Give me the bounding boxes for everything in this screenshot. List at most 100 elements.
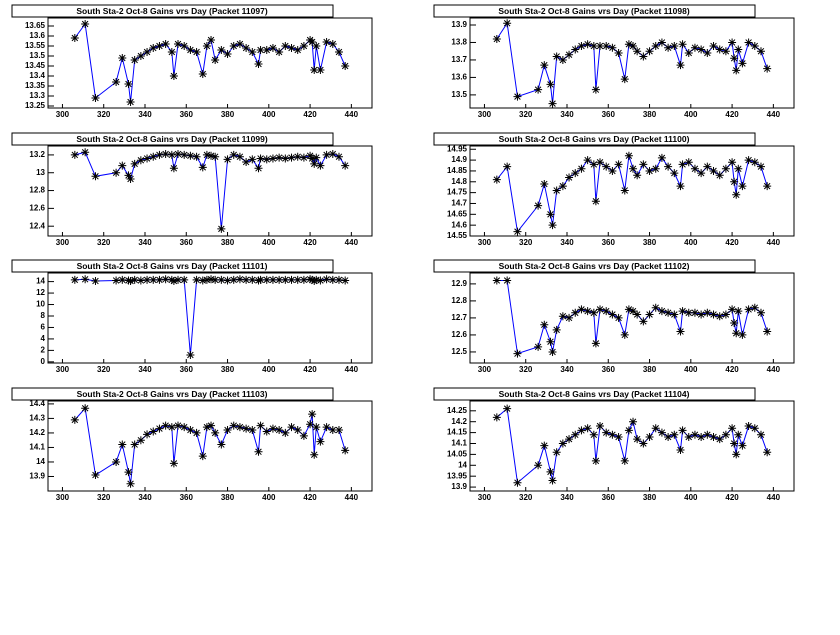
data-marker: [492, 175, 501, 184]
title-box: [11, 259, 334, 273]
data-marker: [629, 164, 638, 173]
data-marker: [744, 156, 753, 165]
x-tick-label: 380: [221, 238, 235, 247]
data-marker: [322, 423, 331, 432]
y-tick-label: 13.7: [451, 55, 467, 64]
x-tick-label: 440: [767, 493, 781, 502]
chart-panel: South Sta-2 Oct-8 Gains vrs Day (Packet …: [433, 4, 795, 119]
data-marker: [192, 152, 201, 161]
data-marker: [721, 164, 730, 173]
data-marker: [633, 171, 642, 180]
data-marker: [262, 46, 271, 54]
x-tick-label: 400: [262, 110, 276, 119]
data-marker: [299, 431, 308, 440]
data-marker: [721, 47, 730, 56]
data-marker: [130, 159, 139, 168]
data-marker: [167, 275, 176, 284]
data-marker: [534, 85, 543, 94]
data-marker: [136, 156, 145, 165]
chart-panel: South Sta-2 Oct-8 Gains vrs Day (Packet …: [433, 387, 795, 502]
data-marker: [608, 166, 617, 175]
data-marker: [312, 153, 321, 162]
x-tick-label: 300: [56, 238, 70, 247]
data-marker: [629, 41, 638, 50]
data-marker: [223, 50, 232, 58]
data-marker: [608, 310, 617, 319]
data-marker: [629, 417, 638, 426]
y-tick-label: 12.7: [451, 313, 467, 322]
data-marker: [198, 276, 207, 285]
y-tick-label: 2: [41, 345, 46, 354]
y-tick-label: 13.9: [29, 472, 45, 481]
data-marker: [169, 459, 178, 468]
y-tick-label: 13.8: [451, 38, 467, 47]
data-marker: [155, 150, 164, 159]
data-marker: [312, 423, 321, 432]
data-marker: [149, 275, 158, 284]
data-marker: [161, 421, 170, 430]
data-marker: [750, 41, 759, 50]
x-tick-label: 420: [725, 365, 739, 374]
title-box: [433, 132, 756, 146]
data-marker: [633, 435, 642, 444]
data-marker: [624, 305, 633, 314]
data-marker: [211, 152, 220, 161]
data-marker: [312, 42, 321, 50]
y-tick-label: 14: [458, 460, 467, 469]
data-marker: [639, 317, 648, 326]
data-marker: [91, 172, 100, 181]
data-marker: [548, 347, 557, 356]
data-marker: [756, 430, 765, 439]
data-marker: [763, 182, 772, 191]
x-tick-label: 440: [345, 493, 359, 502]
data-marker: [143, 154, 152, 163]
data-marker: [242, 158, 251, 167]
data-marker: [235, 40, 244, 48]
data-marker: [492, 276, 501, 285]
y-tick-label: 14: [36, 457, 45, 466]
data-marker: [639, 52, 648, 61]
data-marker: [310, 277, 319, 286]
plot-frame: [469, 17, 795, 109]
data-marker: [254, 164, 263, 173]
x-tick-label: 300: [478, 110, 492, 119]
data-marker: [721, 310, 730, 319]
data-marker: [657, 38, 666, 47]
data-marker: [565, 50, 574, 59]
data-marker: [571, 308, 580, 317]
y-tick-label: 12.4: [29, 221, 45, 230]
data-marker: [546, 80, 555, 89]
y-tick-label: 13.9: [451, 482, 467, 491]
data-marker: [242, 275, 251, 284]
data-marker: [248, 48, 257, 56]
data-marker: [281, 275, 290, 284]
x-tick-label: 400: [262, 365, 276, 374]
data-marker: [565, 435, 574, 444]
data-marker: [174, 150, 183, 159]
data-marker: [130, 56, 139, 64]
data-marker: [602, 41, 611, 50]
data-marker: [202, 150, 211, 159]
y-tick-label: 14.6: [451, 220, 467, 229]
data-marker: [709, 41, 718, 50]
chart-panel: South Sta-2 Oct-8 Gains vrs Day (Packet …: [11, 259, 373, 374]
data-marker: [328, 40, 337, 48]
data-marker: [709, 432, 718, 441]
chart-title: South Sta-2 Oct-8 Gains vrs Day (Packet …: [499, 134, 690, 144]
data-marker: [639, 439, 648, 448]
data-marker: [697, 310, 706, 319]
data-marker: [744, 38, 753, 47]
data-marker: [633, 47, 642, 56]
chart-panel: South Sta-2 Oct-8 Gains vrs Day (Packet …: [11, 132, 373, 247]
y-tick-label: 14.95: [447, 144, 468, 153]
data-marker: [149, 44, 158, 52]
data-marker: [202, 423, 211, 432]
data-marker: [256, 46, 265, 54]
data-marker: [703, 162, 712, 171]
data-marker: [651, 164, 660, 173]
x-tick-label: 420: [725, 493, 739, 502]
data-marker: [217, 440, 226, 449]
data-marker: [268, 275, 277, 284]
data-marker: [262, 155, 271, 164]
